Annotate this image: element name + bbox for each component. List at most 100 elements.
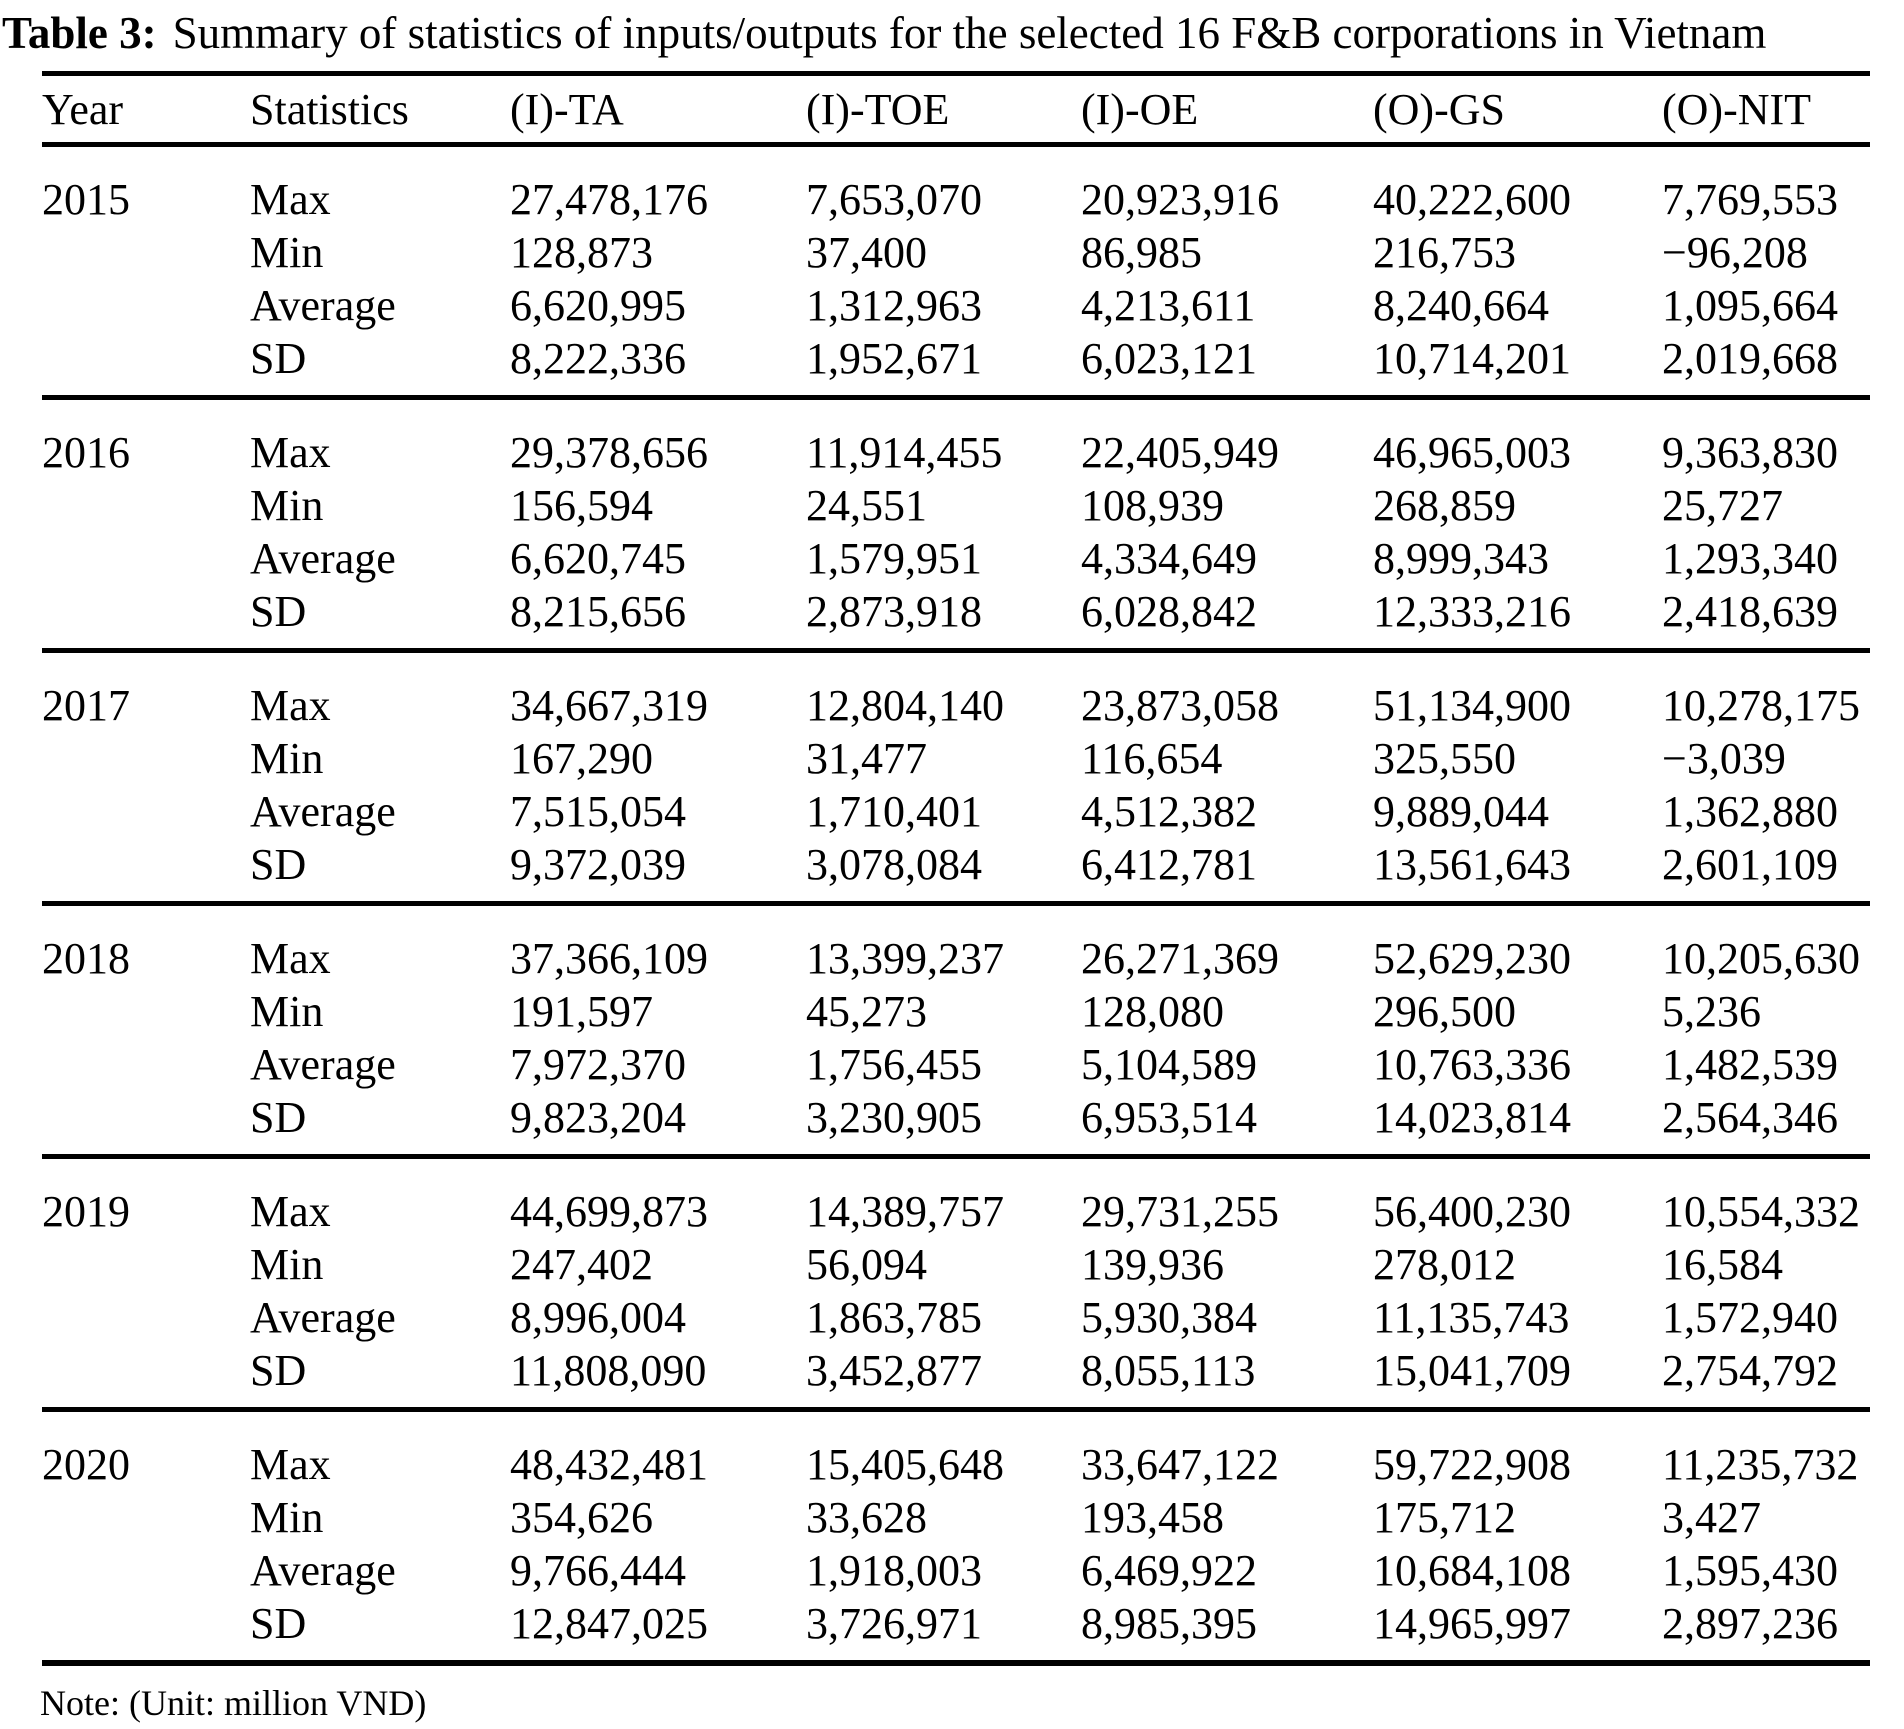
cell-i-oe: 4,213,611 [1081, 281, 1256, 331]
year-cell [42, 985, 250, 1038]
cell-i-ta: 48,432,481 [510, 1440, 708, 1490]
cell-i-oe: 23,873,058 [1081, 681, 1279, 731]
cell-i-ta: 9,823,204 [510, 1093, 686, 1143]
cell-o-nit: 7,769,553 [1662, 175, 1838, 225]
year-cell [42, 479, 250, 532]
year-group-2019: 2019 Max 44,699,873 14,389,757 29,731,255 56,… [42, 1157, 1870, 1410]
stat-cell: Average [250, 281, 396, 331]
cell-i-toe: 3,078,084 [806, 840, 982, 890]
year-cell [42, 279, 250, 332]
cell-i-oe: 6,023,121 [1081, 334, 1257, 384]
col-header-statistics: Statistics [250, 84, 409, 134]
cell-i-oe: 5,930,384 [1081, 1293, 1257, 1343]
cell-o-gs: 14,023,814 [1373, 1093, 1571, 1143]
cell-o-gs: 10,763,336 [1373, 1040, 1571, 1090]
table-row: Average 6,620,995 1,312,963 4,213,611 8,240,… [42, 279, 1870, 332]
cell-i-toe: 1,952,671 [806, 334, 982, 384]
cell-i-ta: 9,372,039 [510, 840, 686, 890]
table-row: SD 11,808,090 3,452,877 8,055,113 15,041,709… [42, 1344, 1870, 1410]
stat-cell: Average [250, 1293, 396, 1343]
stat-cell: Min [250, 987, 324, 1037]
year-cell [42, 1344, 250, 1410]
cell-i-ta: 191,597 [510, 987, 653, 1037]
table-row: 2019 Max 44,699,873 14,389,757 29,731,255 56,… [42, 1157, 1870, 1239]
cell-i-toe: 45,273 [806, 987, 927, 1037]
cell-i-oe: 29,731,255 [1081, 1187, 1279, 1237]
cell-i-toe: 56,094 [806, 1240, 927, 1290]
header-row: Year Statistics (I)-TA (I)-TOE (I)-OE (O… [42, 74, 1870, 145]
cell-i-toe: 3,230,905 [806, 1093, 982, 1143]
cell-o-gs: 325,550 [1373, 734, 1516, 784]
cell-o-nit: −96,208 [1662, 228, 1808, 278]
cell-o-gs: 8,999,343 [1373, 534, 1549, 584]
stat-cell: Average [250, 1040, 396, 1090]
table-header: Year Statistics (I)-TA (I)-TOE (I)-OE (O… [42, 74, 1870, 145]
table-caption: Table 3: Summary of statistics of inputs/… [2, 5, 1904, 61]
col-header-o-nit: (O)-NIT [1662, 84, 1812, 134]
stat-cell: Average [250, 1546, 396, 1596]
cell-i-oe: 6,028,842 [1081, 587, 1257, 637]
cell-i-oe: 5,104,589 [1081, 1040, 1257, 1090]
cell-o-gs: 56,400,230 [1373, 1187, 1571, 1237]
stat-cell: Average [250, 787, 396, 837]
stat-cell: Max [250, 681, 331, 731]
table-row: 2017 Max 34,667,319 12,804,140 23,873,058 51,… [42, 651, 1870, 733]
table-row: SD 9,823,204 3,230,905 6,953,514 14,023,814 2… [42, 1091, 1870, 1157]
cell-i-ta: 247,402 [510, 1240, 653, 1290]
year-cell [42, 1544, 250, 1597]
cell-i-ta: 8,222,336 [510, 334, 686, 384]
cell-i-ta: 12,847,025 [510, 1599, 708, 1649]
cell-i-oe: 6,469,922 [1081, 1546, 1257, 1596]
cell-i-toe: 3,452,877 [806, 1346, 982, 1396]
cell-i-toe: 1,918,003 [806, 1546, 982, 1596]
stat-cell: Max [250, 1440, 331, 1490]
cell-o-gs: 9,889,044 [1373, 787, 1549, 837]
col-header-o-gs: (O)-GS [1373, 84, 1505, 134]
cell-o-gs: 296,500 [1373, 987, 1516, 1037]
cell-o-gs: 278,012 [1373, 1240, 1516, 1290]
table-row: Min 128,873 37,400 86,985 216,753 −96,208 [42, 226, 1870, 279]
year-group-2016: 2016 Max 29,378,656 11,914,455 22,405,949 46,… [42, 398, 1870, 651]
cell-i-oe: 4,334,649 [1081, 534, 1257, 584]
cell-o-nit: 1,572,940 [1662, 1293, 1838, 1343]
cell-i-toe: 1,756,455 [806, 1040, 982, 1090]
cell-o-nit: 5,236 [1662, 987, 1761, 1037]
paper-page: Table 3: Summary of statistics of inputs/… [0, 5, 1904, 1729]
cell-i-ta: 27,478,176 [510, 175, 708, 225]
cell-i-ta: 29,378,656 [510, 428, 708, 478]
table-row: Min 167,290 31,477 116,654 325,550 −3,039 [42, 732, 1870, 785]
cell-o-nit: 1,595,430 [1662, 1546, 1838, 1596]
cell-i-toe: 1,710,401 [806, 787, 982, 837]
cell-i-oe: 6,412,781 [1081, 840, 1257, 890]
table-row: SD 8,222,336 1,952,671 6,023,121 10,714,201 2… [42, 332, 1870, 398]
cell-o-gs: 51,134,900 [1373, 681, 1571, 731]
cell-o-gs: 10,684,108 [1373, 1546, 1571, 1596]
cell-i-ta: 34,667,319 [510, 681, 708, 731]
cell-o-nit: 10,278,175 [1662, 681, 1860, 731]
cell-o-gs: 216,753 [1373, 228, 1516, 278]
stat-cell: Max [250, 934, 331, 984]
cell-i-oe: 26,271,369 [1081, 934, 1279, 984]
cell-o-gs: 14,965,997 [1373, 1599, 1571, 1649]
cell-i-oe: 128,080 [1081, 987, 1224, 1037]
cell-o-nit: 1,293,340 [1662, 534, 1838, 584]
cell-i-toe: 11,914,455 [806, 428, 1003, 478]
cell-i-ta: 8,996,004 [510, 1293, 686, 1343]
cell-i-ta: 9,766,444 [510, 1546, 686, 1596]
cell-o-nit: 1,482,539 [1662, 1040, 1838, 1090]
cell-o-gs: 52,629,230 [1373, 934, 1571, 984]
year-cell [42, 838, 250, 904]
cell-i-toe: 24,551 [806, 481, 927, 531]
cell-o-nit: 2,897,236 [1662, 1599, 1838, 1649]
table-row: Min 191,597 45,273 128,080 296,500 5,236 [42, 985, 1870, 1038]
stat-cell: Min [250, 228, 324, 278]
year-cell [42, 226, 250, 279]
cell-o-nit: 2,601,109 [1662, 840, 1838, 890]
cell-i-toe: 14,389,757 [806, 1187, 1004, 1237]
cell-i-toe: 37,400 [806, 228, 927, 278]
cell-i-toe: 2,873,918 [806, 587, 982, 637]
year-cell [42, 785, 250, 838]
cell-i-toe: 1,312,963 [806, 281, 982, 331]
year-cell [42, 1238, 250, 1291]
cell-i-oe: 8,055,113 [1081, 1346, 1256, 1396]
